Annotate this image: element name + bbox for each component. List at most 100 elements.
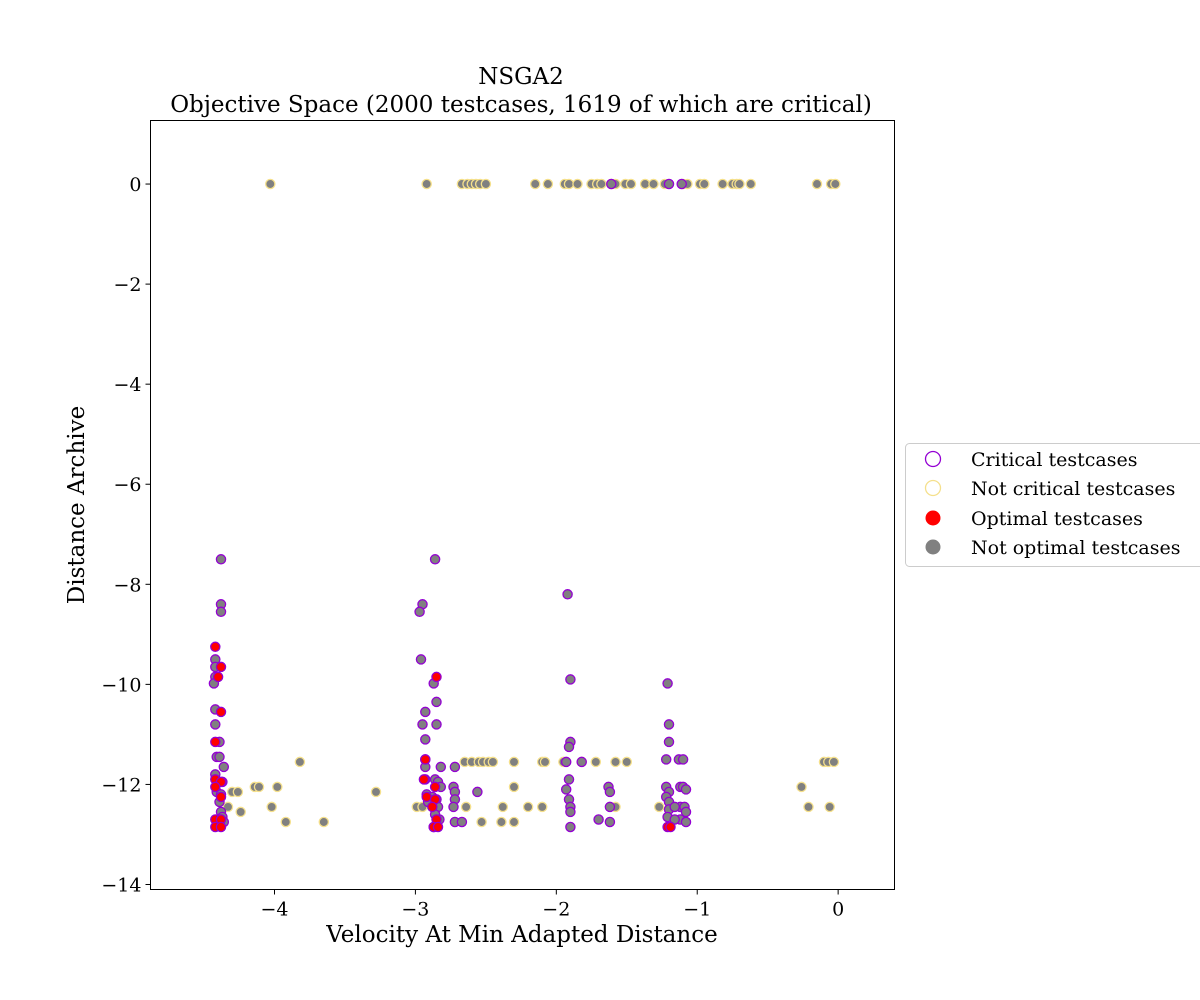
point-critical-testcases xyxy=(448,801,459,813)
point-critical-testcases xyxy=(562,589,573,600)
point-optimal-testcases xyxy=(215,791,227,803)
point-not-critical-testcases xyxy=(508,781,520,793)
point-optimal-testcases xyxy=(210,781,221,793)
point-not-critical-testcases xyxy=(811,178,823,190)
point-optimal-testcases xyxy=(210,641,221,653)
x-tick-label: −1 xyxy=(683,899,711,921)
point-not-critical-testcases xyxy=(265,178,276,190)
point-optimal-testcases xyxy=(427,801,438,813)
y-tick-label: 0 xyxy=(129,174,141,196)
point-not-critical-testcases xyxy=(480,178,492,190)
y-tick-label: −14 xyxy=(101,874,141,896)
point-critical-testcases xyxy=(431,696,442,708)
x-tick-label: 0 xyxy=(832,899,844,921)
point-not-critical-testcases xyxy=(610,756,621,768)
point-not-critical-testcases xyxy=(522,801,534,813)
point-not-critical-testcases xyxy=(830,178,841,190)
point-not-critical-testcases xyxy=(318,816,330,828)
point-not-critical-testcases xyxy=(824,801,835,813)
point-critical-testcases xyxy=(593,814,604,825)
point-not-critical-testcases xyxy=(235,806,246,818)
point-not-critical-testcases xyxy=(621,756,633,768)
x-axis-label: Velocity At Min Adapted Distance xyxy=(325,922,717,948)
point-not-critical-testcases xyxy=(803,801,814,813)
point-not-critical-testcases xyxy=(497,801,509,813)
point-optimal-testcases xyxy=(665,821,676,833)
point-not-critical-testcases xyxy=(222,801,234,813)
point-not-critical-testcases xyxy=(717,178,728,190)
point-critical-testcases xyxy=(663,178,675,190)
point-not-critical-testcases xyxy=(745,178,757,190)
point-critical-testcases xyxy=(669,801,680,813)
point-critical-testcases xyxy=(563,741,575,753)
point-critical-testcases xyxy=(415,654,427,665)
legend: Critical testcases Not critical testcase… xyxy=(905,443,1200,567)
point-not-critical-testcases xyxy=(539,756,551,768)
point-optimal-testcases xyxy=(418,774,430,785)
point-not-critical-testcases xyxy=(232,786,244,798)
point-critical-testcases xyxy=(218,761,230,773)
legend-not-critical-marker xyxy=(924,479,942,497)
x-tick-label: −4 xyxy=(260,899,288,921)
point-critical-testcases xyxy=(680,816,692,828)
legend-not-optimal-label: Not optimal testcases xyxy=(971,537,1181,559)
point-optimal-testcases xyxy=(210,736,221,748)
point-critical-testcases xyxy=(431,719,442,730)
y-axis-label: Distance Archive xyxy=(64,406,90,604)
y-tick-label: −10 xyxy=(101,674,141,696)
point-not-critical-testcases xyxy=(590,756,602,768)
point-not-critical-testcases xyxy=(280,816,292,828)
point-critical-testcases xyxy=(606,178,617,190)
point-critical-testcases xyxy=(472,786,483,798)
point-critical-testcases xyxy=(414,606,425,618)
point-not-critical-testcases xyxy=(542,178,554,190)
point-critical-testcases xyxy=(660,754,672,765)
legend-optimal-marker xyxy=(925,510,941,526)
point-critical-testcases xyxy=(662,678,673,689)
point-critical-testcases xyxy=(420,706,431,718)
point-optimal-testcases xyxy=(215,661,227,673)
point-not-critical-testcases xyxy=(460,801,472,813)
point-not-critical-testcases xyxy=(796,781,807,793)
point-critical-testcases xyxy=(663,736,675,748)
point-not-critical-testcases xyxy=(828,756,840,768)
point-not-critical-testcases xyxy=(272,781,283,793)
point-not-critical-testcases xyxy=(563,178,575,190)
point-not-critical-testcases xyxy=(487,756,499,768)
y-tick-label: −2 xyxy=(113,274,141,296)
point-not-critical-testcases xyxy=(648,178,659,190)
point-critical-testcases xyxy=(604,801,616,813)
point-not-critical-testcases xyxy=(508,756,520,768)
point-critical-testcases xyxy=(215,554,227,565)
point-not-critical-testcases xyxy=(253,781,265,793)
point-not-critical-testcases xyxy=(536,801,548,813)
point-not-critical-testcases xyxy=(476,816,487,828)
point-critical-testcases xyxy=(435,761,447,773)
legend-critical-label: Critical testcases xyxy=(971,449,1137,471)
point-critical-testcases xyxy=(663,719,675,730)
point-critical-testcases xyxy=(677,754,689,765)
point-critical-testcases xyxy=(560,756,572,768)
x-tick-label: −3 xyxy=(401,899,429,921)
point-optimal-testcases xyxy=(432,821,444,833)
data-points xyxy=(208,178,841,833)
point-critical-testcases xyxy=(680,806,692,818)
point-not-critical-testcases xyxy=(699,178,710,190)
legend-not-optimal-marker xyxy=(925,539,941,555)
point-critical-testcases xyxy=(576,756,587,768)
point-critical-testcases xyxy=(680,784,692,795)
point-critical-testcases xyxy=(560,784,572,795)
y-axis-ticks: 0 −2 −4 −6 −8 −10 −12 −14 xyxy=(101,174,151,896)
point-not-critical-testcases xyxy=(508,816,520,828)
point-optimal-testcases xyxy=(215,706,227,718)
point-critical-testcases xyxy=(215,606,227,618)
point-critical-testcases xyxy=(210,719,221,730)
point-optimal-testcases xyxy=(215,821,227,833)
point-optimal-testcases xyxy=(212,671,224,683)
point-critical-testcases xyxy=(214,751,225,763)
point-critical-testcases xyxy=(676,178,687,190)
point-critical-testcases xyxy=(565,821,576,833)
point-critical-testcases xyxy=(429,554,441,565)
point-not-critical-testcases xyxy=(529,178,541,190)
